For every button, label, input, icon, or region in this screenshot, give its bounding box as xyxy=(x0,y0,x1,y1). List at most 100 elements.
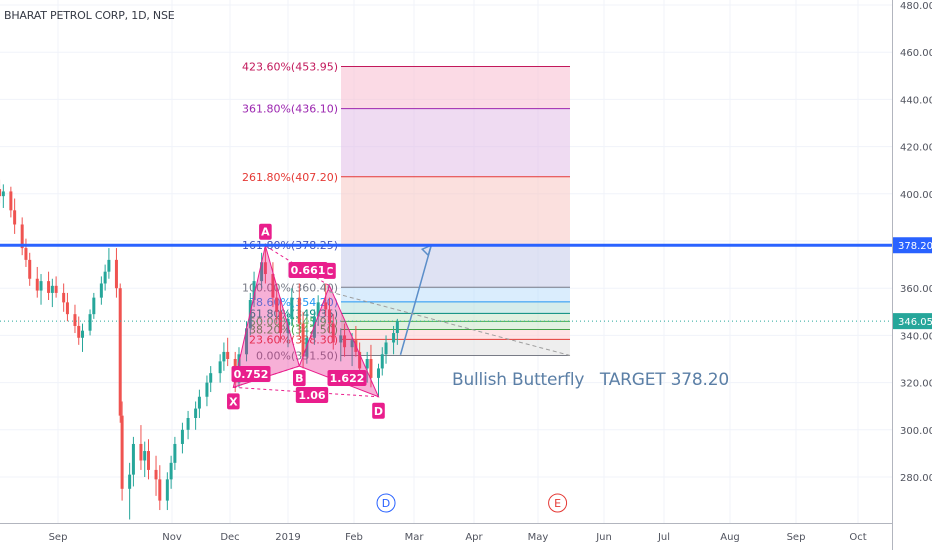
price-lines xyxy=(0,243,892,322)
butterfly-pattern: X A B C D 0.661 0.752 1.06 1.622 xyxy=(227,223,571,419)
candle-body xyxy=(1,191,5,197)
price-tick-label: 360.00 xyxy=(900,284,932,295)
candle-body xyxy=(316,302,320,317)
ratio-label: 0.752 xyxy=(234,368,269,381)
price-tick-label: 440.00 xyxy=(900,95,932,106)
candle-body xyxy=(205,382,209,397)
candle-body xyxy=(290,297,294,319)
candle-body xyxy=(9,191,13,211)
candle-body xyxy=(301,323,305,357)
time-tick-label: Nov xyxy=(162,532,182,543)
fib-zone xyxy=(341,329,570,340)
candle-body xyxy=(77,325,81,338)
fib-zone xyxy=(341,245,570,288)
candle-body xyxy=(222,351,226,362)
time-tick-label: Sep xyxy=(49,532,68,543)
candle-body xyxy=(146,451,150,470)
candle-body xyxy=(271,274,275,298)
event-label-e: E xyxy=(554,497,561,510)
candle-body xyxy=(47,281,51,293)
ratio-label-bg xyxy=(295,387,329,403)
candle-body xyxy=(343,335,347,348)
candle-body xyxy=(209,373,213,383)
time-tick-label: Aug xyxy=(720,532,740,543)
candle-body xyxy=(180,429,184,444)
fib-zone xyxy=(341,321,570,330)
candle-body xyxy=(128,474,132,489)
candle-body xyxy=(54,285,58,293)
price-tick-label: 460.00 xyxy=(900,48,932,59)
time-tick-label: May xyxy=(528,532,549,543)
candle-body xyxy=(194,408,198,418)
point-label-c: C xyxy=(325,265,333,278)
fib-label: 261.80%(407.20) xyxy=(242,171,338,184)
price-badge xyxy=(893,313,932,330)
candle-body xyxy=(376,368,380,378)
point-label-b-bg xyxy=(293,370,306,387)
candle-body xyxy=(39,281,43,291)
candle-body xyxy=(169,462,173,480)
event-marker-e xyxy=(548,493,568,513)
ratio-label: 0.661 xyxy=(291,264,326,277)
candle-body xyxy=(158,479,162,501)
symbol-title: BHARAT PETROL CORP, 1D, NSE xyxy=(4,9,175,22)
candle-body xyxy=(20,224,24,249)
price-axis-bg xyxy=(892,0,932,550)
candle-body xyxy=(218,361,222,374)
candle-body xyxy=(263,262,267,275)
event-label-d: D xyxy=(382,497,390,510)
point-label-a: A xyxy=(261,226,270,239)
candle-body xyxy=(380,354,384,369)
time-axis-bg xyxy=(0,523,892,550)
time-tick-label: Apr xyxy=(465,532,483,543)
fib-zone xyxy=(341,313,570,322)
price-tick-label: 340.00 xyxy=(900,331,932,342)
candle-body xyxy=(92,297,96,315)
candle-body xyxy=(350,340,354,348)
candle-body xyxy=(358,351,362,369)
ratio-label-bg xyxy=(231,366,271,382)
time-tick-label: Dec xyxy=(220,532,239,543)
fib-label: 78.60%(354.20) xyxy=(249,296,338,309)
candle-body xyxy=(260,262,264,282)
candle-body xyxy=(384,342,388,355)
time-tick-label: Mar xyxy=(405,532,425,543)
candle-body xyxy=(297,297,301,324)
candle-body xyxy=(275,297,279,312)
candle-body xyxy=(81,330,85,338)
time-tick-label: Oct xyxy=(849,532,866,543)
time-tick-label: Feb xyxy=(345,532,363,543)
candle-body xyxy=(88,314,92,331)
point-label-x: X xyxy=(229,395,238,408)
point-label-d-bg xyxy=(372,402,385,419)
candle-body xyxy=(118,288,122,416)
candle-body xyxy=(395,321,399,334)
price-tick-label: 400.00 xyxy=(900,190,932,201)
candle-body xyxy=(392,333,396,343)
candle-body xyxy=(197,396,201,409)
fib-zone xyxy=(341,339,570,356)
price-badge-label: 346.05 xyxy=(898,317,932,328)
candle-body xyxy=(154,469,158,480)
candle-body xyxy=(24,248,28,260)
candle-body xyxy=(143,451,147,461)
candle-body xyxy=(13,210,17,225)
candle-body xyxy=(120,415,124,489)
projection-arrow-head xyxy=(420,243,433,257)
fib-label: 361.80%(436.10) xyxy=(242,103,338,116)
price-badge-label: 378.20 xyxy=(898,241,932,252)
ratio-label-bg xyxy=(288,262,328,278)
point-label-x-bg xyxy=(227,393,240,410)
candle-body xyxy=(226,351,230,359)
candle-body xyxy=(365,359,369,369)
candle-body xyxy=(131,443,135,475)
candle-body xyxy=(331,323,335,343)
point-label-a-bg xyxy=(259,223,272,240)
time-tick-label: Jun xyxy=(595,532,612,543)
candle-body xyxy=(165,479,169,501)
ratio-label: 1.622 xyxy=(330,372,365,385)
candle-body xyxy=(103,271,107,284)
event-marker-d xyxy=(376,493,396,513)
